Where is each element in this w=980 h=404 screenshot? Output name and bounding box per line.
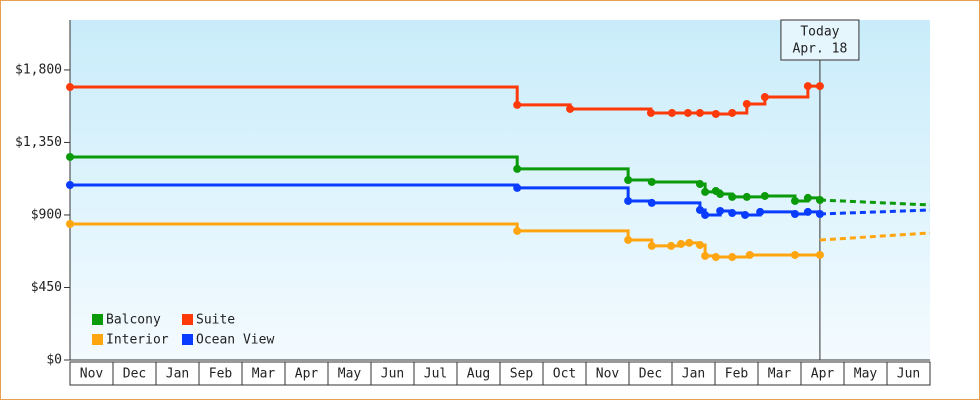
x-tick-label: Nov — [596, 367, 620, 382]
price-point — [790, 210, 799, 219]
price-point — [695, 108, 704, 117]
x-tick-label: May — [338, 367, 362, 382]
x-tick-label: Nov — [80, 367, 104, 382]
price-point — [815, 82, 824, 91]
price-point — [701, 210, 710, 219]
price-point — [66, 220, 74, 228]
x-tick-label: Sep — [510, 367, 534, 382]
price-point — [728, 108, 737, 117]
x-tick-label: Apr — [811, 367, 835, 382]
price-point — [742, 192, 751, 201]
x-tick-label: Jun — [897, 367, 920, 382]
y-tick-label: $1,350 — [15, 135, 62, 150]
price-point — [716, 190, 725, 199]
y-tick-label: $450 — [31, 280, 62, 295]
price-point — [711, 109, 720, 118]
x-tick-label: Jan — [166, 367, 189, 382]
y-tick-label: $0 — [46, 353, 62, 368]
legend-swatch — [92, 314, 103, 325]
legend-swatch — [92, 334, 103, 345]
legend-label: Ocean View — [196, 333, 274, 348]
price-point — [756, 207, 765, 216]
legend-label: Suite — [196, 313, 235, 328]
x-tick-label: Apr — [295, 367, 319, 382]
projection-line — [819, 198, 931, 207]
legend-swatch — [182, 314, 193, 325]
x-tick-label: Jul — [424, 367, 447, 382]
price-point — [803, 193, 812, 202]
today-label: Apr. 18 — [793, 42, 848, 57]
month-cell — [886, 361, 931, 386]
x-tick-label: Aug — [467, 367, 490, 382]
price-point — [815, 210, 824, 219]
price-point — [667, 241, 676, 250]
price-point — [741, 210, 750, 219]
price-point — [513, 164, 522, 173]
price-point — [513, 100, 522, 109]
x-tick-label: Oct — [553, 367, 576, 382]
x-tick-label: Jan — [682, 367, 705, 382]
y-tick-label: $900 — [31, 207, 62, 222]
price-point — [745, 250, 754, 259]
plot-area — [70, 20, 930, 360]
x-tick-label: Mar — [768, 367, 792, 382]
price-point — [624, 196, 633, 205]
price-point — [728, 253, 737, 262]
x-tick-label: Dec — [123, 367, 146, 382]
price-point — [66, 152, 74, 161]
price-point — [513, 183, 522, 192]
price-point — [716, 206, 725, 215]
price-point — [647, 198, 656, 207]
price-point — [677, 239, 686, 248]
price-point — [695, 180, 704, 189]
x-tick-label: Mar — [252, 367, 276, 382]
price-point — [683, 108, 692, 117]
price-point — [728, 209, 737, 218]
x-tick-label: Feb — [209, 367, 233, 382]
projection-line — [819, 231, 931, 242]
price-point — [513, 226, 522, 235]
price-point — [760, 191, 769, 200]
price-point — [566, 104, 575, 113]
price-point — [647, 241, 656, 250]
price-point — [66, 181, 74, 190]
legend-swatch — [182, 334, 193, 345]
x-tick-label: May — [854, 367, 878, 382]
x-tick-label: Feb — [725, 367, 749, 382]
price-point — [803, 82, 812, 91]
price-point — [711, 253, 720, 262]
price-point — [624, 176, 633, 185]
price-point — [760, 93, 769, 102]
price-point — [646, 108, 655, 117]
price-point — [790, 250, 799, 259]
price-point — [647, 177, 656, 186]
price-point — [624, 235, 633, 244]
projection-line — [819, 208, 931, 216]
price-point — [701, 251, 710, 260]
x-tick-label: Dec — [639, 367, 662, 382]
price-point — [695, 240, 704, 249]
today-label: Today — [800, 25, 839, 40]
price-point — [790, 196, 799, 205]
legend-label: Balcony — [106, 313, 161, 328]
x-tick-label: Jun — [381, 367, 404, 382]
price-point — [695, 205, 704, 214]
y-tick-label: $1,800 — [15, 62, 62, 77]
today-box — [780, 19, 860, 61]
price-point — [66, 83, 74, 92]
price-point — [685, 238, 694, 247]
price-point — [728, 192, 737, 201]
legend-label: Interior — [106, 333, 169, 348]
price-point — [742, 99, 751, 108]
price-point — [701, 187, 710, 196]
price-point — [668, 108, 676, 117]
price-point — [815, 250, 824, 259]
price-point — [815, 195, 824, 204]
price-point — [803, 207, 812, 216]
